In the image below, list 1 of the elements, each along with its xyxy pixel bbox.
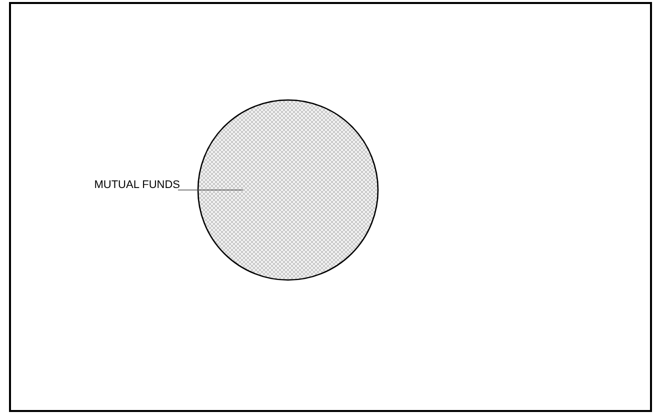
slice-label: MUTUAL FUNDS (94, 179, 180, 191)
